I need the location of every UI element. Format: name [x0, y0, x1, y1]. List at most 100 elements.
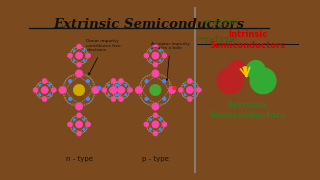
Circle shape [128, 87, 132, 93]
Circle shape [184, 94, 186, 96]
Circle shape [42, 78, 47, 83]
Circle shape [187, 78, 192, 83]
Circle shape [120, 87, 125, 93]
Circle shape [125, 94, 127, 96]
Circle shape [69, 80, 72, 83]
Text: n - type: n - type [66, 156, 92, 162]
Circle shape [111, 78, 116, 83]
Circle shape [33, 87, 38, 93]
Text: →n-type: →n-type [197, 18, 238, 27]
Circle shape [150, 119, 151, 120]
Circle shape [49, 84, 50, 86]
Circle shape [159, 60, 161, 61]
Circle shape [117, 86, 124, 94]
Circle shape [59, 86, 66, 94]
Circle shape [159, 50, 161, 51]
Circle shape [162, 53, 167, 58]
Circle shape [145, 97, 148, 100]
Circle shape [117, 94, 119, 96]
Circle shape [39, 94, 41, 96]
Circle shape [159, 119, 161, 120]
Circle shape [108, 94, 109, 96]
Text: Extrinsic Semiconductors: Extrinsic Semiconductors [53, 18, 244, 31]
Circle shape [73, 60, 75, 61]
Circle shape [102, 87, 107, 93]
Circle shape [152, 70, 159, 77]
Circle shape [51, 87, 56, 93]
Circle shape [168, 86, 176, 94]
Circle shape [108, 84, 109, 86]
Circle shape [68, 53, 72, 58]
Circle shape [178, 87, 183, 93]
Circle shape [194, 94, 196, 96]
Circle shape [162, 122, 167, 127]
Text: Acceptor impurity
creates a hole: Acceptor impurity creates a hole [151, 42, 190, 80]
Circle shape [145, 80, 148, 83]
Circle shape [115, 84, 117, 86]
Circle shape [186, 86, 193, 94]
Circle shape [76, 131, 82, 136]
Circle shape [83, 50, 85, 51]
Circle shape [194, 84, 196, 86]
Text: Intrinsic
Semiconductors: Intrinsic Semiconductors [209, 30, 285, 50]
Circle shape [86, 53, 91, 58]
Circle shape [73, 50, 75, 51]
Circle shape [76, 52, 83, 59]
Circle shape [144, 122, 149, 127]
Circle shape [76, 103, 83, 110]
Circle shape [86, 80, 89, 83]
Circle shape [73, 84, 85, 96]
Circle shape [83, 119, 85, 120]
Circle shape [150, 84, 161, 96]
Circle shape [118, 97, 124, 102]
Circle shape [152, 52, 159, 59]
Circle shape [109, 87, 114, 93]
Circle shape [153, 131, 158, 136]
Circle shape [153, 62, 158, 67]
Circle shape [117, 84, 119, 86]
Circle shape [42, 97, 47, 102]
Circle shape [118, 78, 124, 83]
Circle shape [150, 50, 151, 51]
Circle shape [163, 80, 166, 83]
Circle shape [196, 87, 201, 93]
Circle shape [246, 60, 265, 79]
Circle shape [159, 129, 161, 130]
Text: Donor impurity
contributes free
electrons: Donor impurity contributes free electron… [86, 39, 121, 75]
Circle shape [69, 97, 72, 100]
Circle shape [76, 113, 82, 118]
Circle shape [76, 70, 83, 77]
Circle shape [152, 103, 159, 110]
Circle shape [49, 94, 50, 96]
Circle shape [163, 97, 166, 100]
Circle shape [76, 44, 82, 49]
Circle shape [228, 60, 246, 79]
Circle shape [250, 68, 276, 94]
Circle shape [217, 68, 243, 94]
Circle shape [150, 60, 151, 61]
Circle shape [39, 84, 41, 86]
Circle shape [76, 62, 82, 67]
Circle shape [83, 129, 85, 130]
Circle shape [86, 97, 89, 100]
Circle shape [172, 86, 176, 90]
Circle shape [111, 97, 116, 102]
Text: Extrinsic
Semiconductors: Extrinsic Semiconductors [209, 101, 285, 120]
Circle shape [73, 129, 75, 130]
Circle shape [184, 84, 186, 86]
Circle shape [153, 113, 158, 118]
Circle shape [41, 86, 48, 94]
Circle shape [68, 122, 72, 127]
Circle shape [86, 122, 91, 127]
Circle shape [98, 86, 101, 90]
Text: →p-type: →p-type [197, 35, 238, 44]
Circle shape [152, 121, 159, 128]
Circle shape [92, 86, 99, 94]
Circle shape [76, 121, 83, 128]
Circle shape [73, 119, 75, 120]
Circle shape [135, 86, 142, 94]
Circle shape [83, 60, 85, 61]
Circle shape [144, 53, 149, 58]
Circle shape [110, 86, 117, 94]
Circle shape [115, 94, 117, 96]
